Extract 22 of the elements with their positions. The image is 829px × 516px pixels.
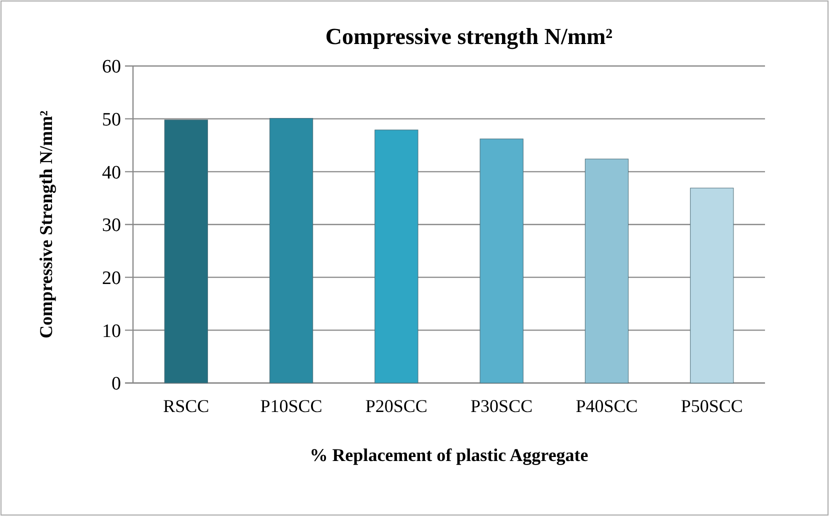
bar (374, 130, 418, 384)
bar (584, 158, 629, 384)
bar (480, 138, 524, 384)
bar (164, 120, 208, 384)
y-tick-label: 0 (112, 374, 121, 395)
x-tick-label: P50SCC (680, 396, 743, 416)
y-tick-label: 50 (102, 109, 121, 130)
y-tick-label: 60 (102, 56, 121, 78)
y-tick-label: 10 (102, 320, 121, 342)
y-tick-label: 30 (102, 215, 121, 236)
bar (269, 118, 314, 384)
y-tick-label: 20 (102, 268, 121, 289)
x-tick-label: P40SCC (576, 396, 638, 416)
x-axis-title: % Replacement of plastic Aggregate (310, 445, 588, 465)
chart-title: Compressive strength N/mm² (325, 24, 613, 50)
y-axis-title: Compressive Strength N/mm² (36, 110, 56, 338)
bar (690, 188, 734, 384)
x-tick-label: P30SCC (470, 396, 533, 416)
x-tick-label: P20SCC (365, 396, 428, 416)
x-tick-label: P10SCC (260, 396, 322, 416)
x-tick-label: RSCC (163, 396, 210, 416)
y-tick-label: 40 (102, 162, 121, 184)
